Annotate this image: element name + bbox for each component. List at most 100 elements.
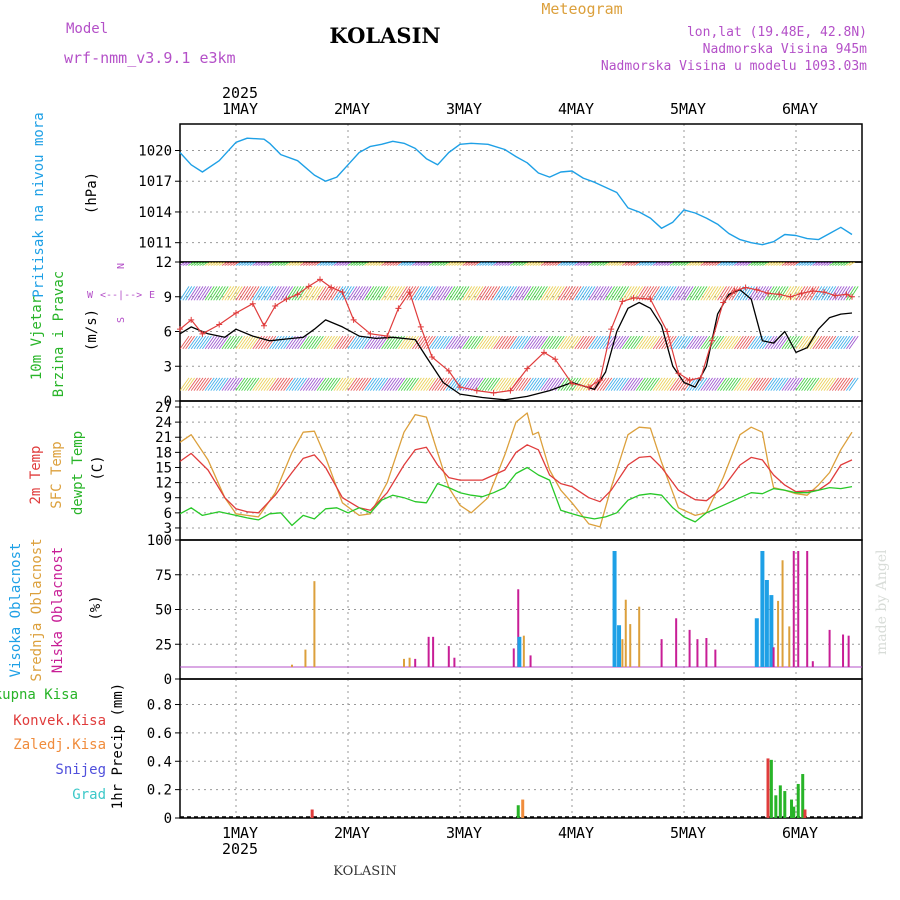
wind-arrow xyxy=(423,377,433,391)
wind-arrow xyxy=(787,286,797,301)
wind-arrow xyxy=(305,377,316,391)
wind-gust-marker xyxy=(429,353,435,360)
y-tick-label: 3 xyxy=(164,521,172,537)
pressure-unit: (hPa) xyxy=(84,172,100,214)
wind-arrow xyxy=(358,377,369,391)
footer-station: KOLASIN xyxy=(333,864,396,879)
wind-arrow xyxy=(596,262,604,266)
dew-line xyxy=(179,466,853,527)
wind-arrow xyxy=(557,262,565,266)
wind-arrow xyxy=(185,377,195,391)
wind-arrow xyxy=(398,377,408,391)
cloud-high-label: Visoka Oblacnost xyxy=(8,543,24,678)
wind-arrow xyxy=(619,286,629,301)
wind-arrow xyxy=(193,286,204,301)
wind-arrow xyxy=(644,262,652,266)
wind-arrow xyxy=(319,377,330,391)
wind-arrow xyxy=(627,262,635,266)
year-label-bottom: 2025 xyxy=(222,840,258,858)
wind-arrow xyxy=(258,286,268,301)
wind-arrow xyxy=(736,286,747,301)
wind-arrow xyxy=(588,286,599,301)
wind-arrow xyxy=(750,335,761,350)
precip-bar-total xyxy=(769,759,773,818)
cloud-mid-label: Srednja Oblacnost xyxy=(29,538,45,681)
wind-arrow xyxy=(661,262,668,266)
wind-gust-marker xyxy=(417,323,424,330)
wind-arrow xyxy=(339,377,349,391)
wind-arrow xyxy=(644,286,655,301)
wind-arrow xyxy=(538,262,545,266)
wind-arrow xyxy=(840,286,851,301)
wind-arrow xyxy=(571,262,579,266)
wind-arrow xyxy=(552,335,562,350)
cloud-bar-high xyxy=(764,580,769,667)
wind-arrow xyxy=(728,335,739,350)
wind-arrow xyxy=(305,335,316,350)
wind-arrow xyxy=(364,286,375,301)
wind-arrow xyxy=(826,377,837,391)
y-tick-label: 0 xyxy=(164,394,172,410)
panel-0: 1020 1017 1014 1011 xyxy=(138,123,863,263)
wind-arrow xyxy=(246,262,254,266)
wind-arrow xyxy=(244,335,254,350)
wind-arrow xyxy=(560,377,571,391)
wind-arrow xyxy=(641,335,652,350)
wind-arrow xyxy=(787,262,794,266)
wind-arrow xyxy=(490,286,501,301)
wind-arrow xyxy=(199,286,209,301)
wind-arrow xyxy=(804,262,811,266)
wind-arrow xyxy=(308,377,319,391)
wind-arrow xyxy=(532,286,543,301)
cloud-bar-mid xyxy=(291,664,293,667)
wind-arrow xyxy=(532,335,543,350)
wind-arrow xyxy=(669,262,677,266)
wind-arrow xyxy=(378,377,389,391)
wind-arrow xyxy=(820,335,831,350)
wind-arrow xyxy=(568,262,576,266)
wind-arrow xyxy=(180,262,187,266)
wind-arrow xyxy=(395,286,405,301)
wind-arrow xyxy=(574,286,585,301)
wind-arrow xyxy=(818,262,825,266)
wind-arrow xyxy=(566,377,576,391)
wind-arrow xyxy=(843,262,850,266)
wind-arrow xyxy=(325,377,335,391)
wind-arrow xyxy=(795,262,803,266)
wind-arrow xyxy=(664,335,674,350)
wind-arrow xyxy=(675,377,685,391)
wind-arrow xyxy=(717,377,727,391)
wind-arrow xyxy=(188,377,198,391)
wind-arrow xyxy=(364,377,375,391)
wind-arrow xyxy=(784,335,795,350)
wind-arrow xyxy=(630,262,638,266)
day-label-bottom: 6MAY xyxy=(782,824,818,842)
cloud-bar-low xyxy=(688,629,691,667)
altitude-text: Nadmorska Visina 945m xyxy=(703,42,868,57)
cloud-bar-high xyxy=(754,618,759,667)
precip-bar-conv xyxy=(803,809,807,818)
y-tick-label: 9 xyxy=(164,290,172,306)
wind-arrow xyxy=(781,377,792,391)
wind-arrow xyxy=(605,377,615,391)
wind-arrow xyxy=(616,262,624,266)
wind-arrow xyxy=(689,335,699,350)
wind-arrow xyxy=(445,286,456,301)
wind-arrow xyxy=(269,262,276,266)
wind-arrow xyxy=(510,262,517,266)
wind-arrow xyxy=(596,377,607,391)
wind-arrow xyxy=(190,286,201,301)
wind-arrow xyxy=(322,286,333,301)
cloud-bar-low xyxy=(427,636,430,667)
wind-arrow xyxy=(426,286,436,301)
precip-bar-conv xyxy=(310,809,314,818)
wind-arrow xyxy=(658,377,669,391)
cloud-bar-low xyxy=(828,629,831,667)
wind-arrow xyxy=(356,286,366,301)
wind-arrow xyxy=(538,286,548,301)
wind-gust-marker xyxy=(328,284,335,291)
wind-arrow xyxy=(599,286,610,301)
wind-arrow xyxy=(650,377,660,391)
wind-arrow xyxy=(630,335,641,350)
wind-gust-marker xyxy=(283,296,290,303)
